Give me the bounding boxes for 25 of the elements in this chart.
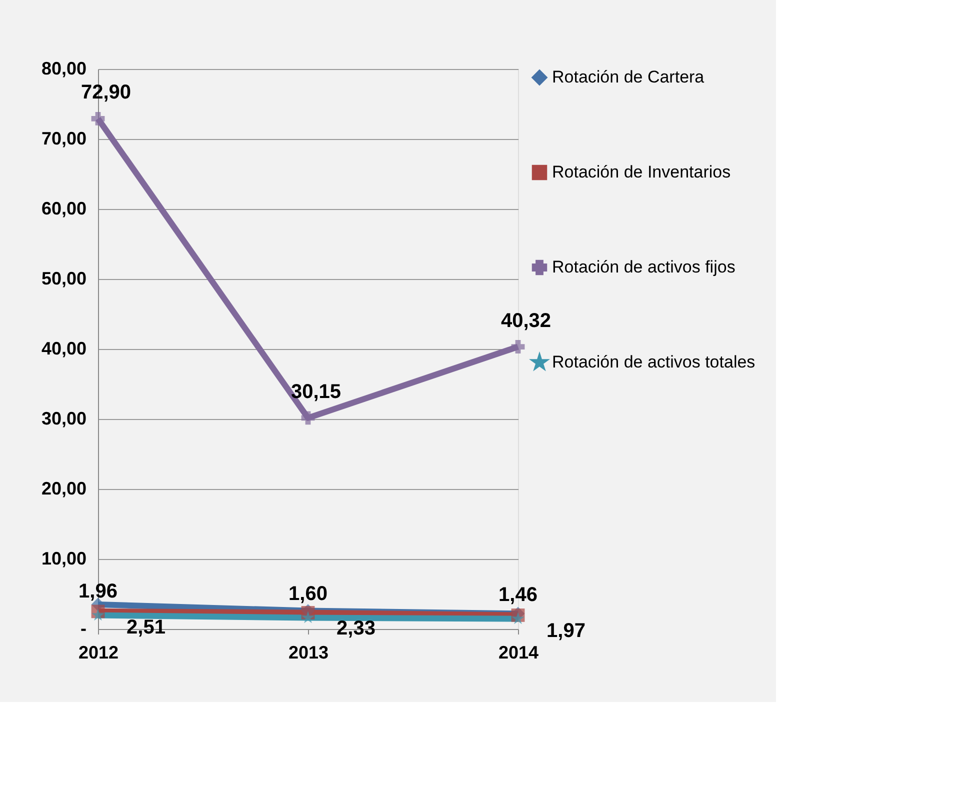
data-label: 1,96 [78, 580, 118, 602]
data-label: 1,97 [546, 620, 586, 642]
legend-label: Rotación de activos totales [552, 352, 756, 372]
data-label: 40,32 [500, 310, 552, 332]
y-tick-label: 40,00 [41, 338, 86, 358]
y-tick-label: 70,00 [41, 128, 86, 148]
data-label: 72,90 [80, 82, 132, 104]
data-label: 1,60 [288, 582, 328, 605]
x-tick-label: 2012 [78, 642, 119, 662]
x-tick-label: 2013 [288, 642, 329, 662]
y-tick-label: 20,00 [41, 478, 86, 498]
legend-label: Rotación de Cartera [552, 68, 705, 86]
y-tick-label: 50,00 [41, 268, 86, 288]
y-tick-label: 80,00 [41, 58, 86, 78]
data-label: 30,15 [290, 380, 342, 403]
x-tick-label: 2014 [498, 642, 539, 662]
y-tick-label: - [80, 618, 86, 638]
data-label: 1,46 [498, 584, 538, 606]
legend-label: Rotación de Inventarios [552, 162, 731, 182]
y-tick-label: 60,00 [41, 198, 86, 218]
y-tick-label: 10,00 [41, 548, 86, 568]
data-label: 2,51 [126, 616, 166, 638]
y-tick-label: 30,00 [41, 408, 86, 428]
legend-label: Rotación de activos fijos [552, 258, 736, 276]
data-label: 2,33 [336, 618, 376, 640]
